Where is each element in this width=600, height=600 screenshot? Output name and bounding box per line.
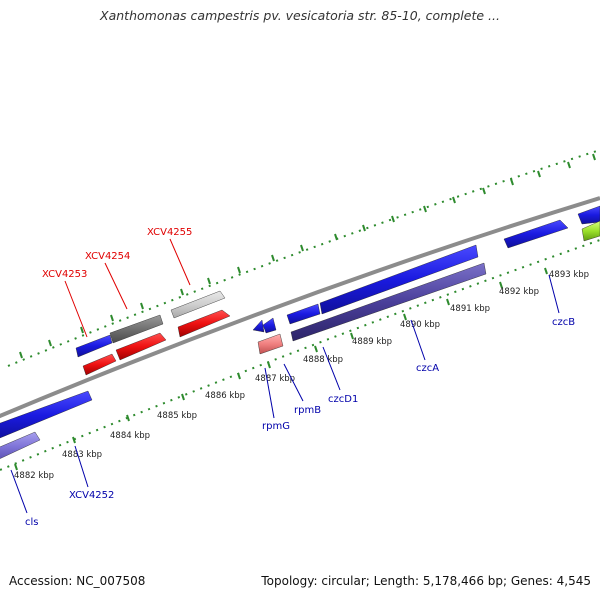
scale-labels: 4882 kbp 4883 kbp 4884 kbp 4885 kbp 4886… xyxy=(14,270,589,481)
gene-rpm xyxy=(257,333,284,355)
genome-backbone xyxy=(0,196,600,419)
genome-stats-text: Topology: circular; Length: 5,178,466 bp… xyxy=(261,574,591,588)
scale-label: 4882 kbp xyxy=(14,471,54,481)
scale-label: 4892 kbp xyxy=(499,287,539,297)
gene-label-czcd1[interactable]: czcD1 xyxy=(328,394,358,405)
gene-xcv4255 xyxy=(170,290,226,319)
gene-xcv4253 xyxy=(75,334,113,358)
scale-label: 4884 kbp xyxy=(110,431,150,441)
gene-label-czcb[interactable]: czcB xyxy=(552,317,575,328)
scale-label: 4893 kbp xyxy=(549,270,589,280)
scale-label: 4885 kbp xyxy=(157,411,197,421)
gene-blue-far-right xyxy=(577,205,600,225)
upper-major-ticks xyxy=(19,153,596,359)
gene-red-small xyxy=(82,353,117,376)
gene-label-rpmb[interactable]: rpmB xyxy=(294,405,321,416)
gene-labels-lower: cls XCV4252 rpmG rpmB czcD1 czcA czcB xyxy=(25,317,575,528)
gene-red-right xyxy=(177,309,231,338)
gene-label-xcv4253[interactable]: XCV4253 xyxy=(42,269,87,280)
upper-genes xyxy=(0,205,600,439)
gene-red-medium xyxy=(115,332,167,361)
gene-labels-upper: XCV4253 XCV4254 XCV4255 xyxy=(42,227,192,280)
gene-czca xyxy=(290,262,487,342)
gene-label-xcv4255[interactable]: XCV4255 xyxy=(147,227,192,238)
gene-label-xcv4252[interactable]: XCV4252 xyxy=(69,490,114,501)
gene-label-xcv4254[interactable]: XCV4254 xyxy=(85,251,130,262)
scale-label: 4888 kbp xyxy=(303,355,343,365)
gene-blue-tiny-1 xyxy=(252,319,265,333)
scale-label: 4883 kbp xyxy=(62,450,102,460)
upper-tick-ring xyxy=(7,149,600,367)
gene-blue-left xyxy=(0,390,93,439)
map-title: Xanthomonas campestris pv. vesicatoria s… xyxy=(100,8,500,23)
gene-blue-right xyxy=(503,219,569,249)
gene-blue-long xyxy=(319,244,479,315)
gene-label-czca[interactable]: czcA xyxy=(416,363,439,374)
gene-blue-short xyxy=(286,303,321,325)
gene-xcv4254 xyxy=(109,314,164,344)
lower-major-ticks xyxy=(14,267,548,471)
gene-label-cls[interactable]: cls xyxy=(25,517,39,528)
lower-genes xyxy=(0,262,487,459)
gene-blue-tiny-2 xyxy=(262,317,277,334)
scale-label: 4887 kbp xyxy=(255,374,295,384)
gene-cls xyxy=(0,431,41,459)
lower-tick-ring xyxy=(0,239,600,471)
scale-label: 4889 kbp xyxy=(352,337,392,347)
gene-label-rpmg[interactable]: rpmG xyxy=(262,421,290,432)
scale-label: 4891 kbp xyxy=(450,304,490,314)
accession-text: Accession: NC_007508 xyxy=(9,574,146,588)
leader-lines xyxy=(10,238,560,514)
gene-green xyxy=(581,220,600,242)
scale-label: 4890 kbp xyxy=(400,320,440,330)
scale-label: 4886 kbp xyxy=(205,391,245,401)
